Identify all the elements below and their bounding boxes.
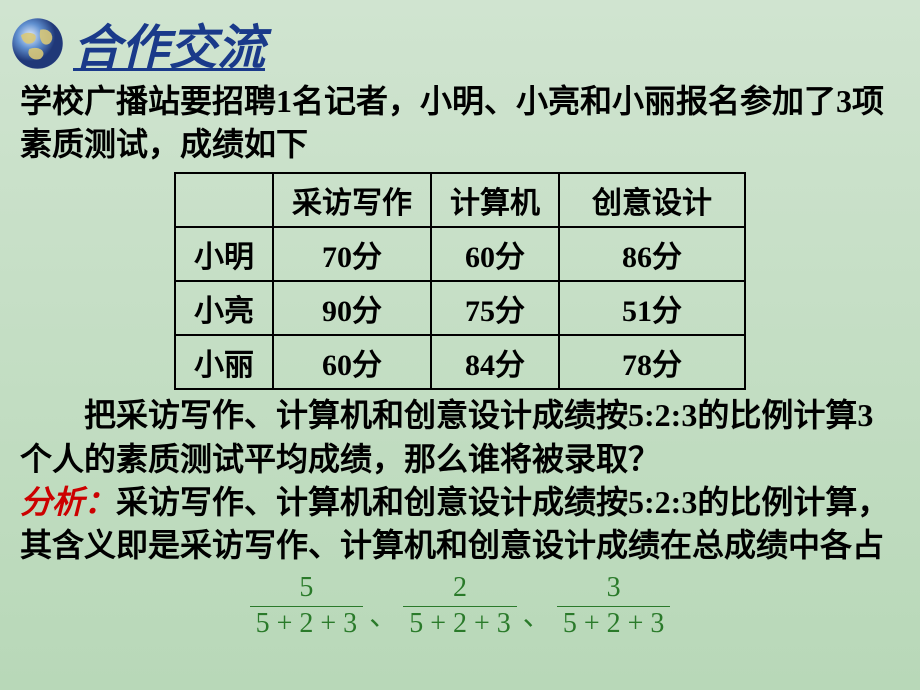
analysis-label: 分析： [20,484,116,520]
frac-sep: 、 [369,594,397,640]
analysis-block: 分析：采访写作、计算机和创意设计成绩按5:2:3的比例计算，其含义即是采访写作、… [20,481,900,567]
fractions-row: 5 5 + 2 + 3 、 2 5 + 2 + 3 、 3 5 + 2 + 3 [20,573,900,640]
cell: 90分 [273,281,431,335]
frac-den: 5 + 2 + 3 [250,606,364,640]
th-col3: 创意设计 [559,173,745,227]
th-col1: 采访写作 [273,173,431,227]
fraction-1: 5 5 + 2 + 3 [250,573,364,640]
row-name: 小丽 [175,335,273,389]
question-text: 把采访写作、计算机和创意设计成绩按5:2:3的比例计算3个人的素质测试平均成绩，… [20,394,900,480]
scores-table: 采访写作 计算机 创意设计 小明 70分 60分 86分 小亮 90分 75分 … [174,172,746,390]
frac-den: 5 + 2 + 3 [557,606,671,640]
intro-text: 学校广播站要招聘1名记者，小明、小亮和小丽报名参加了3项素质测试，成绩如下 [20,80,900,166]
th-blank [175,173,273,227]
frac-num: 2 [449,573,471,606]
cell: 60分 [273,335,431,389]
header: 合作交流 [0,0,920,78]
fraction-2: 2 5 + 2 + 3 [403,573,517,640]
content: 学校广播站要招聘1名记者，小明、小亮和小丽报名参加了3项素质测试，成绩如下 采访… [0,78,920,640]
frac-den: 5 + 2 + 3 [403,606,517,640]
cell: 60分 [431,227,559,281]
cell: 51分 [559,281,745,335]
frac-num: 3 [603,573,625,606]
row-name: 小亮 [175,281,273,335]
table-row: 小丽 60分 84分 78分 [175,335,745,389]
table-row: 小亮 90分 75分 51分 [175,281,745,335]
analysis-text: 采访写作、计算机和创意设计成绩按5:2:3的比例计算，其含义即是采访写作、计算机… [20,484,889,563]
row-name: 小明 [175,227,273,281]
frac-num: 5 [295,573,317,606]
frac-sep: 、 [523,594,551,640]
cell: 86分 [559,227,745,281]
fraction-3: 3 5 + 2 + 3 [557,573,671,640]
cell: 84分 [431,335,559,389]
globe-icon [10,16,65,71]
section-title: 合作交流 [73,8,265,78]
cell: 78分 [559,335,745,389]
cell: 75分 [431,281,559,335]
table-header-row: 采访写作 计算机 创意设计 [175,173,745,227]
scores-table-wrap: 采访写作 计算机 创意设计 小明 70分 60分 86分 小亮 90分 75分 … [20,172,900,390]
th-col2: 计算机 [431,173,559,227]
table-row: 小明 70分 60分 86分 [175,227,745,281]
cell: 70分 [273,227,431,281]
